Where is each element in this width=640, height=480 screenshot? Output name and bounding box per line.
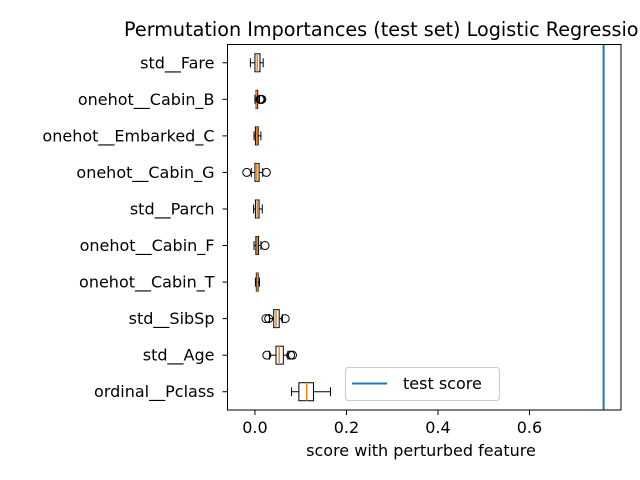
x-tick-label: 0.0: [242, 418, 267, 437]
outlier-point: [262, 350, 272, 360]
box-onehot-cabin-t: [254, 272, 261, 292]
axes-frame: [227, 44, 622, 411]
outlier-point: [242, 167, 252, 177]
x-tick-label: 0.2: [334, 418, 359, 437]
box-ordinal-pclass: [291, 382, 331, 402]
box-std-fare: [249, 53, 264, 73]
y-tick-label-onehot-embarked-c: onehot__Embarked_C: [42, 126, 214, 146]
y-tick-label-onehot-cabin-b: onehot__Cabin_B: [78, 90, 215, 110]
x-tick-label: 0.6: [517, 418, 542, 437]
y-tick-label-std-fare: std__Fare: [140, 53, 214, 73]
outlier-point: [261, 167, 271, 177]
legend-label-test-score: test score: [403, 374, 482, 393]
box-onehot-cabin-g: [242, 162, 271, 182]
y-tick-label-onehot-cabin-t: onehot__Cabin_T: [79, 273, 215, 293]
box-onehot-cabin-b: [254, 89, 267, 109]
x-axis-label: score with perturbed feature: [306, 441, 536, 460]
y-tick-label-std-sibsp: std__SibSp: [129, 309, 215, 329]
legend: test score: [345, 367, 500, 401]
outlier-point: [260, 241, 270, 251]
outlier-point: [287, 350, 297, 360]
y-tick-label-ordinal-pclass: ordinal__Pclass: [94, 382, 214, 402]
box-std-age: [262, 345, 297, 365]
outlier-point: [264, 314, 274, 324]
box-std-parch: [253, 199, 263, 219]
y-tick-label-onehot-cabin-g: onehot__Cabin_G: [76, 163, 214, 183]
y-axis: std__Fare onehot__Cabin_B onehot__Embarked…: [42, 53, 228, 402]
x-axis: 0.0 0.2 0.4 0.6: [242, 410, 542, 437]
x-tick-label: 0.4: [425, 418, 450, 437]
box-std-sibsp: [261, 309, 290, 329]
legend-frame: [345, 367, 500, 401]
outlier-point: [261, 314, 271, 324]
y-tick-label-std-parch: std__Parch: [130, 199, 215, 219]
plot-area: [242, 44, 605, 410]
y-tick-label-std-age: std__Age: [143, 346, 215, 366]
chart-title: Permutation Importances (test set) Logis…: [124, 18, 640, 41]
box-onehot-cabin-f: [253, 236, 270, 256]
outlier-point: [257, 94, 267, 104]
box-onehot-embarked-c: [253, 126, 262, 146]
outlier-point: [280, 314, 290, 324]
y-tick-label-onehot-cabin-f: onehot__Cabin_F: [80, 236, 215, 256]
